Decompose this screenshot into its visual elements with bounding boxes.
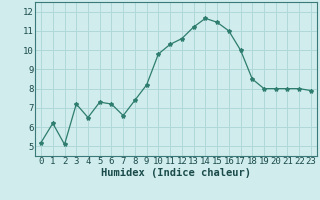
- X-axis label: Humidex (Indice chaleur): Humidex (Indice chaleur): [101, 168, 251, 178]
